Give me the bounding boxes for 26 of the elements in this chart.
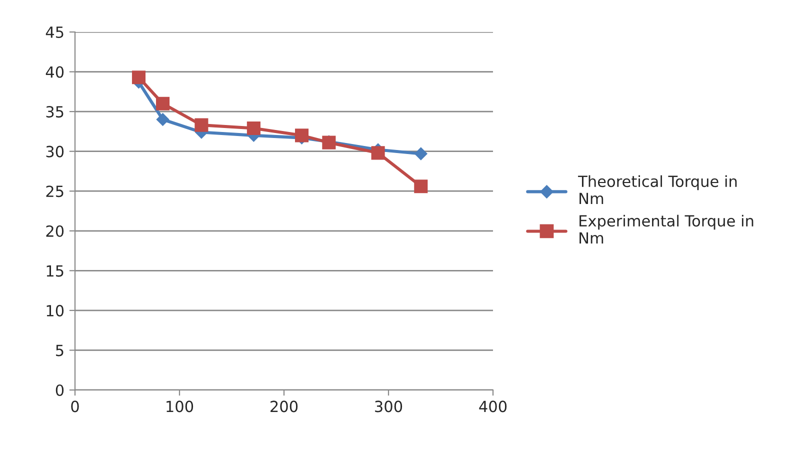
- point: [132, 70, 146, 84]
- y-tick-label: 45: [46, 26, 64, 38]
- y-tick-label: 25: [46, 186, 64, 198]
- y-tick-label: 10: [46, 304, 64, 316]
- point: [194, 118, 208, 132]
- point: [414, 180, 428, 194]
- point: [371, 146, 385, 160]
- legend-label: Experimental Torque in Nm: [580, 214, 754, 244]
- y-tick-label: 20: [46, 225, 64, 237]
- x-tick-label: 300: [375, 400, 402, 412]
- x-tick-label: 0: [71, 400, 79, 412]
- x-tick-label: 100: [166, 400, 194, 412]
- point: [156, 113, 170, 126]
- point: [246, 121, 260, 136]
- point: [156, 96, 170, 110]
- point: [414, 147, 428, 160]
- y-tick-label: 5: [56, 344, 64, 356]
- y-tick-label: 30: [46, 146, 64, 158]
- point: [294, 128, 309, 142]
- y-tick-label: 35: [46, 106, 64, 118]
- x-tick-label: 400: [479, 400, 507, 412]
- y-tick-label: 15: [46, 265, 64, 277]
- y-tick-label: 0: [56, 384, 64, 396]
- y-tick-label: 40: [46, 66, 64, 78]
- legend-label: Theoretical Torque in Nm: [578, 175, 737, 204]
- x-tick-label: 200: [270, 400, 298, 412]
